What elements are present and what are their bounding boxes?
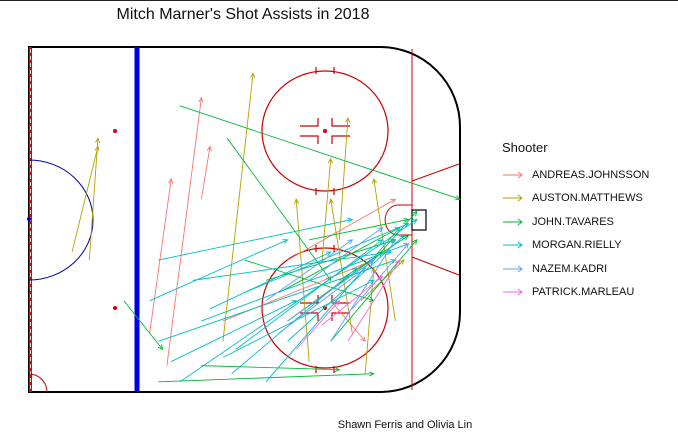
shot-arrow [287, 259, 375, 322]
trapezoid-top [411, 163, 460, 182]
legend-key-arrow-icon [503, 265, 523, 273]
shot-arrow [201, 365, 341, 373]
shot-arrow [71, 145, 100, 253]
shot-arrow [123, 300, 164, 351]
shot-arrow [179, 105, 461, 201]
shot-arrow [88, 137, 101, 261]
faceoff-dot-top [323, 129, 327, 133]
legend-label: AUSTON.MATTHEWS [532, 192, 643, 205]
shot-arrow [371, 177, 396, 322]
legend-label: NAZEM.KADRI [532, 262, 608, 275]
legend-key-arrow-icon [503, 218, 523, 226]
shot-arrow [149, 177, 174, 334]
legend-item: JOHN.TAVARES [502, 210, 649, 234]
trapezoid-bottom [411, 256, 460, 276]
shot-arrow [295, 299, 341, 350]
legend-key-arrow-icon [503, 288, 523, 296]
shot-arrow [287, 235, 405, 342]
neutral-dot-top [113, 129, 117, 133]
hash-marks-top [300, 67, 350, 195]
shot-arrow [235, 239, 384, 350]
legend: Shooter ANDREAS.JOHNSSON AUSTON.MATTHEWS J… [502, 140, 649, 304]
shot-arrow [321, 275, 384, 326]
shot-arrow [166, 96, 204, 366]
legend-label: JOHN.TAVARES [532, 215, 614, 228]
shot-arrow [338, 116, 351, 240]
shot-arrow [265, 238, 397, 281]
series-andreas-johnsson [149, 96, 397, 366]
legend-key-arrow-icon [503, 194, 523, 202]
shot-arrow [309, 217, 410, 241]
legend-item: MORGAN.RIELLY [502, 234, 649, 258]
shot-arrow [158, 217, 354, 261]
shot-arrow [265, 239, 354, 302]
legend-label: MORGAN.RIELLY [532, 239, 622, 252]
legend-label: ANDREAS.JOHNSSON [532, 168, 650, 181]
shot-arrow [171, 300, 298, 362]
shot-arrow [149, 239, 289, 302]
arrows-layer [71, 72, 461, 383]
neutral-dot-bottom [113, 306, 117, 310]
shot-arrow [200, 145, 212, 200]
shot-arrow [222, 72, 256, 342]
shot-arrow [265, 226, 401, 383]
series-morgan-rielly [149, 217, 418, 383]
shot-arrow [347, 259, 401, 342]
legend-key-arrow-icon [503, 171, 523, 179]
shot-arrow [209, 251, 332, 310]
series-nazem-kadri [265, 227, 409, 342]
shot-arrow [308, 227, 384, 281]
caption: Shawn Ferris and Olivia Lin [337, 419, 473, 431]
legend-label: PATRICK.MARLEAU [532, 286, 635, 299]
faceoff-circle-bottom [261, 247, 389, 369]
faceoff-circle-top [261, 70, 389, 192]
shot-arrow [226, 138, 332, 282]
corner-arc [28, 373, 48, 393]
shot-arrow [328, 198, 353, 334]
shot-arrow [330, 238, 396, 342]
series-john-tavares [123, 105, 461, 383]
shot-arrow [231, 267, 358, 375]
legend-item: AUSTON.MATTHEWS [502, 187, 649, 211]
center-circle [28, 159, 94, 281]
shot-arrow [278, 267, 367, 334]
center-dot [27, 217, 31, 221]
legend-item: PATRICK.MARLEAU [502, 281, 649, 305]
shot-arrow [351, 243, 409, 310]
shot-arrow [158, 371, 375, 383]
chart-title: Mitch Marner's Shot Assists in 2018 [116, 6, 370, 23]
legend-title: Shooter [502, 140, 548, 155]
rink-boards [28, 46, 461, 393]
top-border-line [0, 0, 678, 1]
shot-arrow [158, 259, 397, 342]
shot-arrow [330, 239, 418, 342]
legend-item: ANDREAS.JOHNSSON [502, 163, 649, 187]
shot-arrow [287, 198, 397, 261]
series-auston-matthews [71, 72, 405, 374]
legend-item: NAZEM.KADRI [502, 257, 649, 281]
shot-arrow [179, 218, 418, 383]
legend-key-arrow-icon [503, 241, 523, 249]
series-patrick-marleau [295, 259, 401, 350]
shot-arrow [321, 157, 333, 261]
